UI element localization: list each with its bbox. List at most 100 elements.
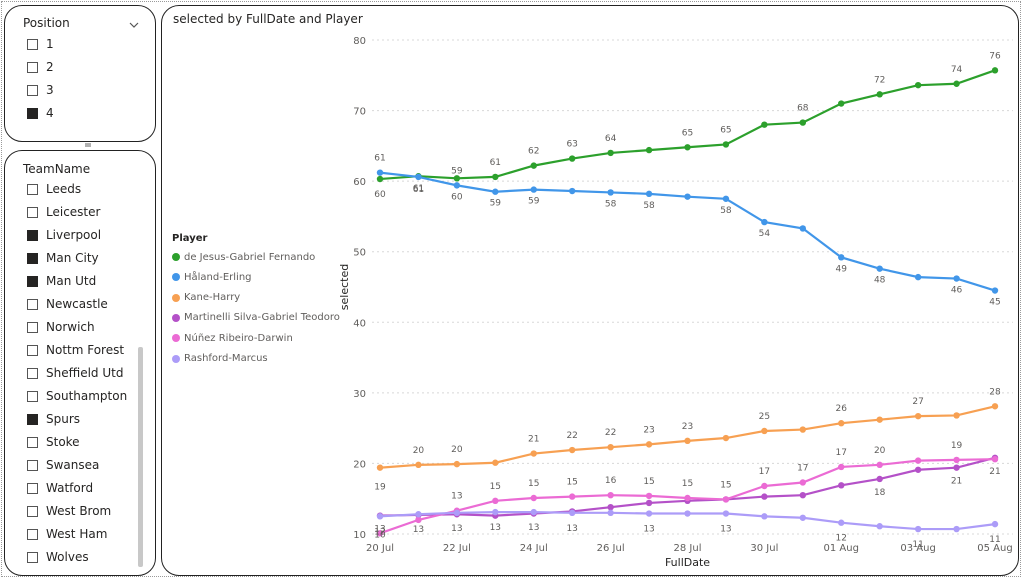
legend-item[interactable]: Martinelli Silva-Gabriel Teodoro bbox=[172, 311, 340, 325]
data-point bbox=[530, 450, 537, 457]
data-point bbox=[991, 403, 999, 410]
legend-item[interactable]: de Jesus-Gabriel Fernando bbox=[172, 250, 315, 264]
option-label: Southampton bbox=[46, 389, 128, 403]
team-option[interactable]: Leeds bbox=[27, 179, 81, 199]
checkbox[interactable] bbox=[27, 459, 38, 471]
data-point bbox=[838, 482, 845, 489]
data-label: 11 bbox=[989, 535, 1000, 545]
team-option[interactable]: West Brom bbox=[27, 501, 111, 521]
option-label: West Brom bbox=[46, 504, 112, 518]
team-slicer[interactable]: TeamName Leeds Leicester Liverpool Man City… bbox=[4, 150, 156, 576]
team-option[interactable]: Leicester bbox=[27, 202, 100, 222]
team-option[interactable]: Nottm Forest bbox=[27, 340, 124, 360]
checkbox[interactable] bbox=[27, 206, 38, 218]
data-point bbox=[761, 482, 768, 490]
team-option[interactable]: Spurs bbox=[27, 409, 80, 429]
position-option[interactable]: 2 bbox=[27, 57, 54, 77]
legend-label: Martinelli Silva-Gabriel Teodoro bbox=[184, 312, 340, 324]
option-label: Man City bbox=[46, 251, 99, 265]
y-axis-title: selected bbox=[338, 264, 351, 310]
option-label: 4 bbox=[46, 106, 54, 120]
legend-item[interactable]: Håland-Erling bbox=[172, 270, 252, 284]
checkbox[interactable] bbox=[27, 413, 38, 425]
legend-label: Håland-Erling bbox=[184, 271, 252, 283]
option-label: Stoke bbox=[46, 435, 80, 449]
data-point bbox=[453, 460, 461, 468]
checkbox[interactable] bbox=[27, 551, 38, 563]
data-point bbox=[645, 492, 653, 500]
checkbox[interactable] bbox=[27, 321, 38, 333]
checkbox[interactable] bbox=[27, 505, 38, 517]
checkbox[interactable] bbox=[27, 107, 38, 119]
team-option[interactable]: Norwich bbox=[27, 317, 95, 337]
checkbox[interactable] bbox=[27, 229, 38, 241]
legend-marker bbox=[172, 293, 180, 302]
option-label: 2 bbox=[46, 60, 54, 74]
checkbox[interactable] bbox=[27, 390, 38, 402]
data-point bbox=[722, 434, 730, 442]
data-point bbox=[376, 530, 384, 537]
position-option[interactable]: 4 bbox=[27, 103, 54, 123]
data-label: 17 bbox=[836, 448, 847, 458]
legend-item[interactable]: Núñez Ribeiro-Darwin bbox=[172, 331, 293, 345]
checkbox[interactable] bbox=[27, 84, 38, 96]
team-option[interactable]: Newcastle bbox=[27, 294, 108, 314]
checkbox[interactable] bbox=[27, 298, 38, 310]
x-axis-title: FullDate bbox=[665, 556, 710, 569]
position-option[interactable]: 3 bbox=[27, 80, 54, 100]
team-option[interactable]: West Ham bbox=[27, 524, 107, 544]
data-label: 48 bbox=[874, 276, 886, 286]
team-option[interactable]: Stoke bbox=[27, 432, 80, 452]
team-option[interactable]: Watford bbox=[27, 478, 93, 498]
checkbox[interactable] bbox=[27, 275, 38, 287]
legend-item[interactable]: Kane-Harry bbox=[172, 291, 240, 305]
team-option[interactable]: Man City bbox=[27, 248, 99, 268]
line-chart-visual[interactable] bbox=[161, 5, 1019, 576]
series-line bbox=[379, 171, 996, 292]
data-point bbox=[914, 466, 922, 473]
legend-label: Kane-Harry bbox=[184, 292, 241, 304]
data-label: 59 bbox=[528, 197, 540, 207]
data-point bbox=[914, 525, 922, 533]
team-option[interactable]: Wolves bbox=[27, 547, 89, 567]
resize-handle[interactable] bbox=[85, 143, 91, 147]
data-point bbox=[645, 441, 653, 448]
team-option[interactable]: Southampton bbox=[27, 386, 127, 406]
data-label: 13 bbox=[374, 525, 385, 535]
checkbox[interactable] bbox=[27, 436, 38, 448]
option-label: West Ham bbox=[46, 527, 108, 541]
data-point bbox=[991, 287, 999, 294]
checkbox[interactable] bbox=[27, 528, 38, 540]
legend-item[interactable]: Rashford-Marcus bbox=[172, 352, 268, 366]
data-point bbox=[838, 254, 845, 261]
data-point bbox=[991, 67, 999, 74]
data-label: 22 bbox=[566, 431, 577, 441]
team-option[interactable]: Sheffield Utd bbox=[27, 363, 123, 383]
data-point bbox=[799, 225, 807, 232]
data-point bbox=[914, 81, 922, 89]
checkbox[interactable] bbox=[27, 183, 38, 195]
position-option[interactable]: 1 bbox=[27, 34, 54, 54]
data-point bbox=[761, 218, 768, 226]
data-point bbox=[530, 508, 537, 516]
data-point bbox=[991, 455, 999, 463]
scrollbar[interactable] bbox=[138, 347, 143, 567]
team-option[interactable]: Man Utd bbox=[27, 271, 96, 291]
y-tick-label: 20 bbox=[353, 459, 366, 470]
data-point bbox=[376, 513, 384, 520]
checkbox[interactable] bbox=[27, 61, 38, 73]
position-slicer[interactable]: Position 1 2 3 4 bbox=[4, 5, 156, 142]
checkbox[interactable] bbox=[27, 252, 38, 264]
team-option[interactable]: Swansea bbox=[27, 455, 99, 475]
data-label: 12 bbox=[374, 527, 385, 537]
data-point bbox=[645, 499, 653, 507]
checkbox[interactable] bbox=[27, 482, 38, 494]
data-point bbox=[645, 510, 653, 517]
chevron-down-icon[interactable] bbox=[129, 22, 139, 28]
checkbox[interactable] bbox=[27, 367, 38, 379]
checkbox[interactable] bbox=[27, 38, 38, 50]
team-option[interactable]: Liverpool bbox=[27, 225, 101, 245]
data-point bbox=[376, 175, 384, 183]
checkbox[interactable] bbox=[27, 344, 38, 356]
